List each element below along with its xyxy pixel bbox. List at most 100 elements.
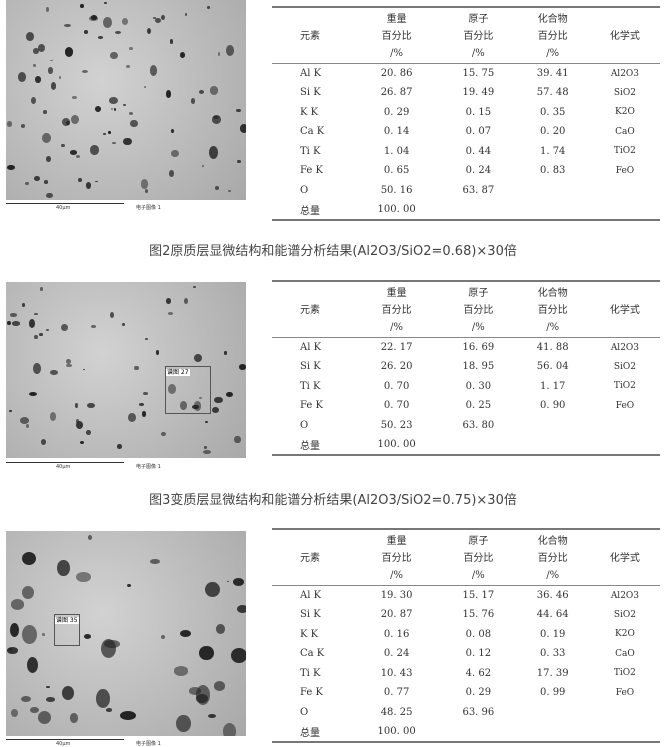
header-atomic-line: 百分比	[463, 305, 494, 316]
table-cell: 20. 86	[380, 68, 413, 79]
header-compound: 化合物 百分比 /%	[515, 7, 590, 64]
table-cell: Al K	[300, 68, 322, 79]
table-cell: Si K	[300, 609, 321, 621]
table-cell: 100. 00	[377, 438, 416, 450]
scale-label: 40μm	[56, 205, 71, 211]
pore-mark	[46, 156, 51, 163]
pore-mark	[126, 64, 131, 69]
header-compound: 化合物 百分比 /%	[515, 281, 590, 338]
formula-cell: TiO2	[613, 146, 636, 157]
table-cell: 0. 14	[383, 126, 410, 138]
table-cell	[516, 416, 590, 436]
table-cell: Fe K	[300, 687, 323, 699]
pore-mark	[11, 709, 18, 718]
pore-mark	[123, 137, 132, 146]
formula-cell: Al2O3	[610, 590, 640, 601]
formula-cell	[590, 722, 660, 742]
pore-mark	[39, 333, 44, 336]
pore-mark	[206, 5, 210, 10]
table-cell: 0. 99	[539, 687, 566, 699]
pore-mark	[161, 432, 166, 437]
pore-mark	[239, 364, 246, 370]
pore-mark	[43, 109, 47, 115]
pore-mark	[129, 111, 134, 115]
table-cell: 56. 04	[536, 361, 569, 373]
pore-mark	[227, 190, 231, 192]
header-compound-line: /%	[546, 570, 560, 581]
pore-mark	[49, 369, 59, 376]
pore-mark	[25, 424, 29, 429]
pore-mark	[88, 534, 93, 540]
pore-mark	[110, 312, 115, 319]
table-cell: 50. 16	[380, 184, 413, 196]
table-cell: Fe K	[300, 165, 323, 177]
header-weight: 重量 百分比 /%	[352, 7, 442, 64]
pore-mark	[66, 120, 71, 126]
table-row: Ca K 0. 24 0. 12 0. 33 CaO	[272, 644, 660, 664]
table-row: Al K 20. 86 15. 75 39. 41 Al2O3	[272, 64, 660, 84]
header-atomic-line: /%	[471, 48, 485, 59]
sem-image-1	[6, 0, 246, 200]
table-cell: 100. 00	[377, 203, 416, 215]
header-weight-line: 百分比	[381, 31, 412, 42]
header-atomic-line: 百分比	[463, 31, 494, 42]
pore-mark	[149, 558, 161, 565]
scale-label: 40μm	[56, 741, 71, 747]
pore-mark	[130, 119, 138, 127]
table-row: O 48. 25 63. 96	[272, 703, 660, 723]
pore-mark	[215, 185, 219, 190]
table-cell: 39. 41	[536, 68, 569, 79]
pore-mark	[127, 413, 136, 423]
header-atomic-line: 原子	[468, 536, 489, 547]
pore-mark	[61, 324, 69, 332]
table-cell: 0. 29	[383, 106, 410, 118]
pore-mark	[204, 446, 207, 449]
figure-caption-2: 图2原质层显微结构和能谱分析结果(Al2O3/SiO2=0.68)×30倍	[149, 244, 517, 259]
pore-mark	[116, 444, 123, 450]
pore-mark	[209, 146, 218, 159]
pore-mark	[39, 286, 44, 291]
table-cell: 总量	[300, 440, 320, 452]
table-cell: 0. 07	[465, 126, 492, 138]
table-cell: 17. 39	[536, 667, 569, 679]
pore-mark	[79, 440, 85, 445]
pore-mark	[223, 723, 237, 736]
pore-mark	[194, 354, 203, 363]
pore-mark	[28, 318, 36, 328]
table-header: 元素 重量 百分比 /% 原子 百分比 /% 化合物 百分比 /% 化学式	[272, 529, 660, 586]
table-row: Ca K 0. 14 0. 07 0. 20 CaO	[272, 122, 660, 142]
header-weight-line: 重量	[386, 536, 407, 547]
header-atomic-line: 百分比	[463, 553, 494, 564]
table-cell	[441, 722, 515, 742]
pore-mark	[57, 560, 70, 576]
header-weight-line: 重量	[386, 14, 407, 25]
pore-mark	[144, 189, 148, 193]
header-formula: 化学式	[589, 7, 660, 64]
pore-mark	[196, 693, 208, 703]
pore-mark	[8, 648, 12, 652]
table-cell: 0. 24	[465, 165, 492, 177]
pore-mark	[106, 708, 112, 712]
pore-mark	[82, 70, 89, 74]
table-cell: 57. 48	[536, 87, 569, 99]
pore-mark	[42, 633, 46, 636]
pore-mark	[21, 303, 26, 308]
pore-mark	[78, 177, 82, 183]
header-formula: 化学式	[589, 281, 660, 338]
table-cell: O	[300, 419, 309, 431]
pore-mark	[146, 28, 151, 35]
table-cell: Al K	[300, 590, 322, 601]
formula-cell: CaO	[615, 648, 635, 659]
pore-mark	[198, 397, 202, 400]
pore-mark	[239, 124, 246, 134]
formula-cell	[590, 181, 660, 201]
pore-mark	[83, 30, 88, 34]
pore-mark	[165, 298, 171, 304]
pore-mark	[6, 164, 15, 171]
table-cell: 1. 04	[383, 145, 410, 157]
pore-mark	[140, 179, 149, 189]
pore-mark	[63, 23, 71, 28]
header-compound-line: /%	[546, 322, 560, 333]
pore-mark	[179, 400, 187, 410]
header-compound-line: 百分比	[537, 553, 568, 564]
